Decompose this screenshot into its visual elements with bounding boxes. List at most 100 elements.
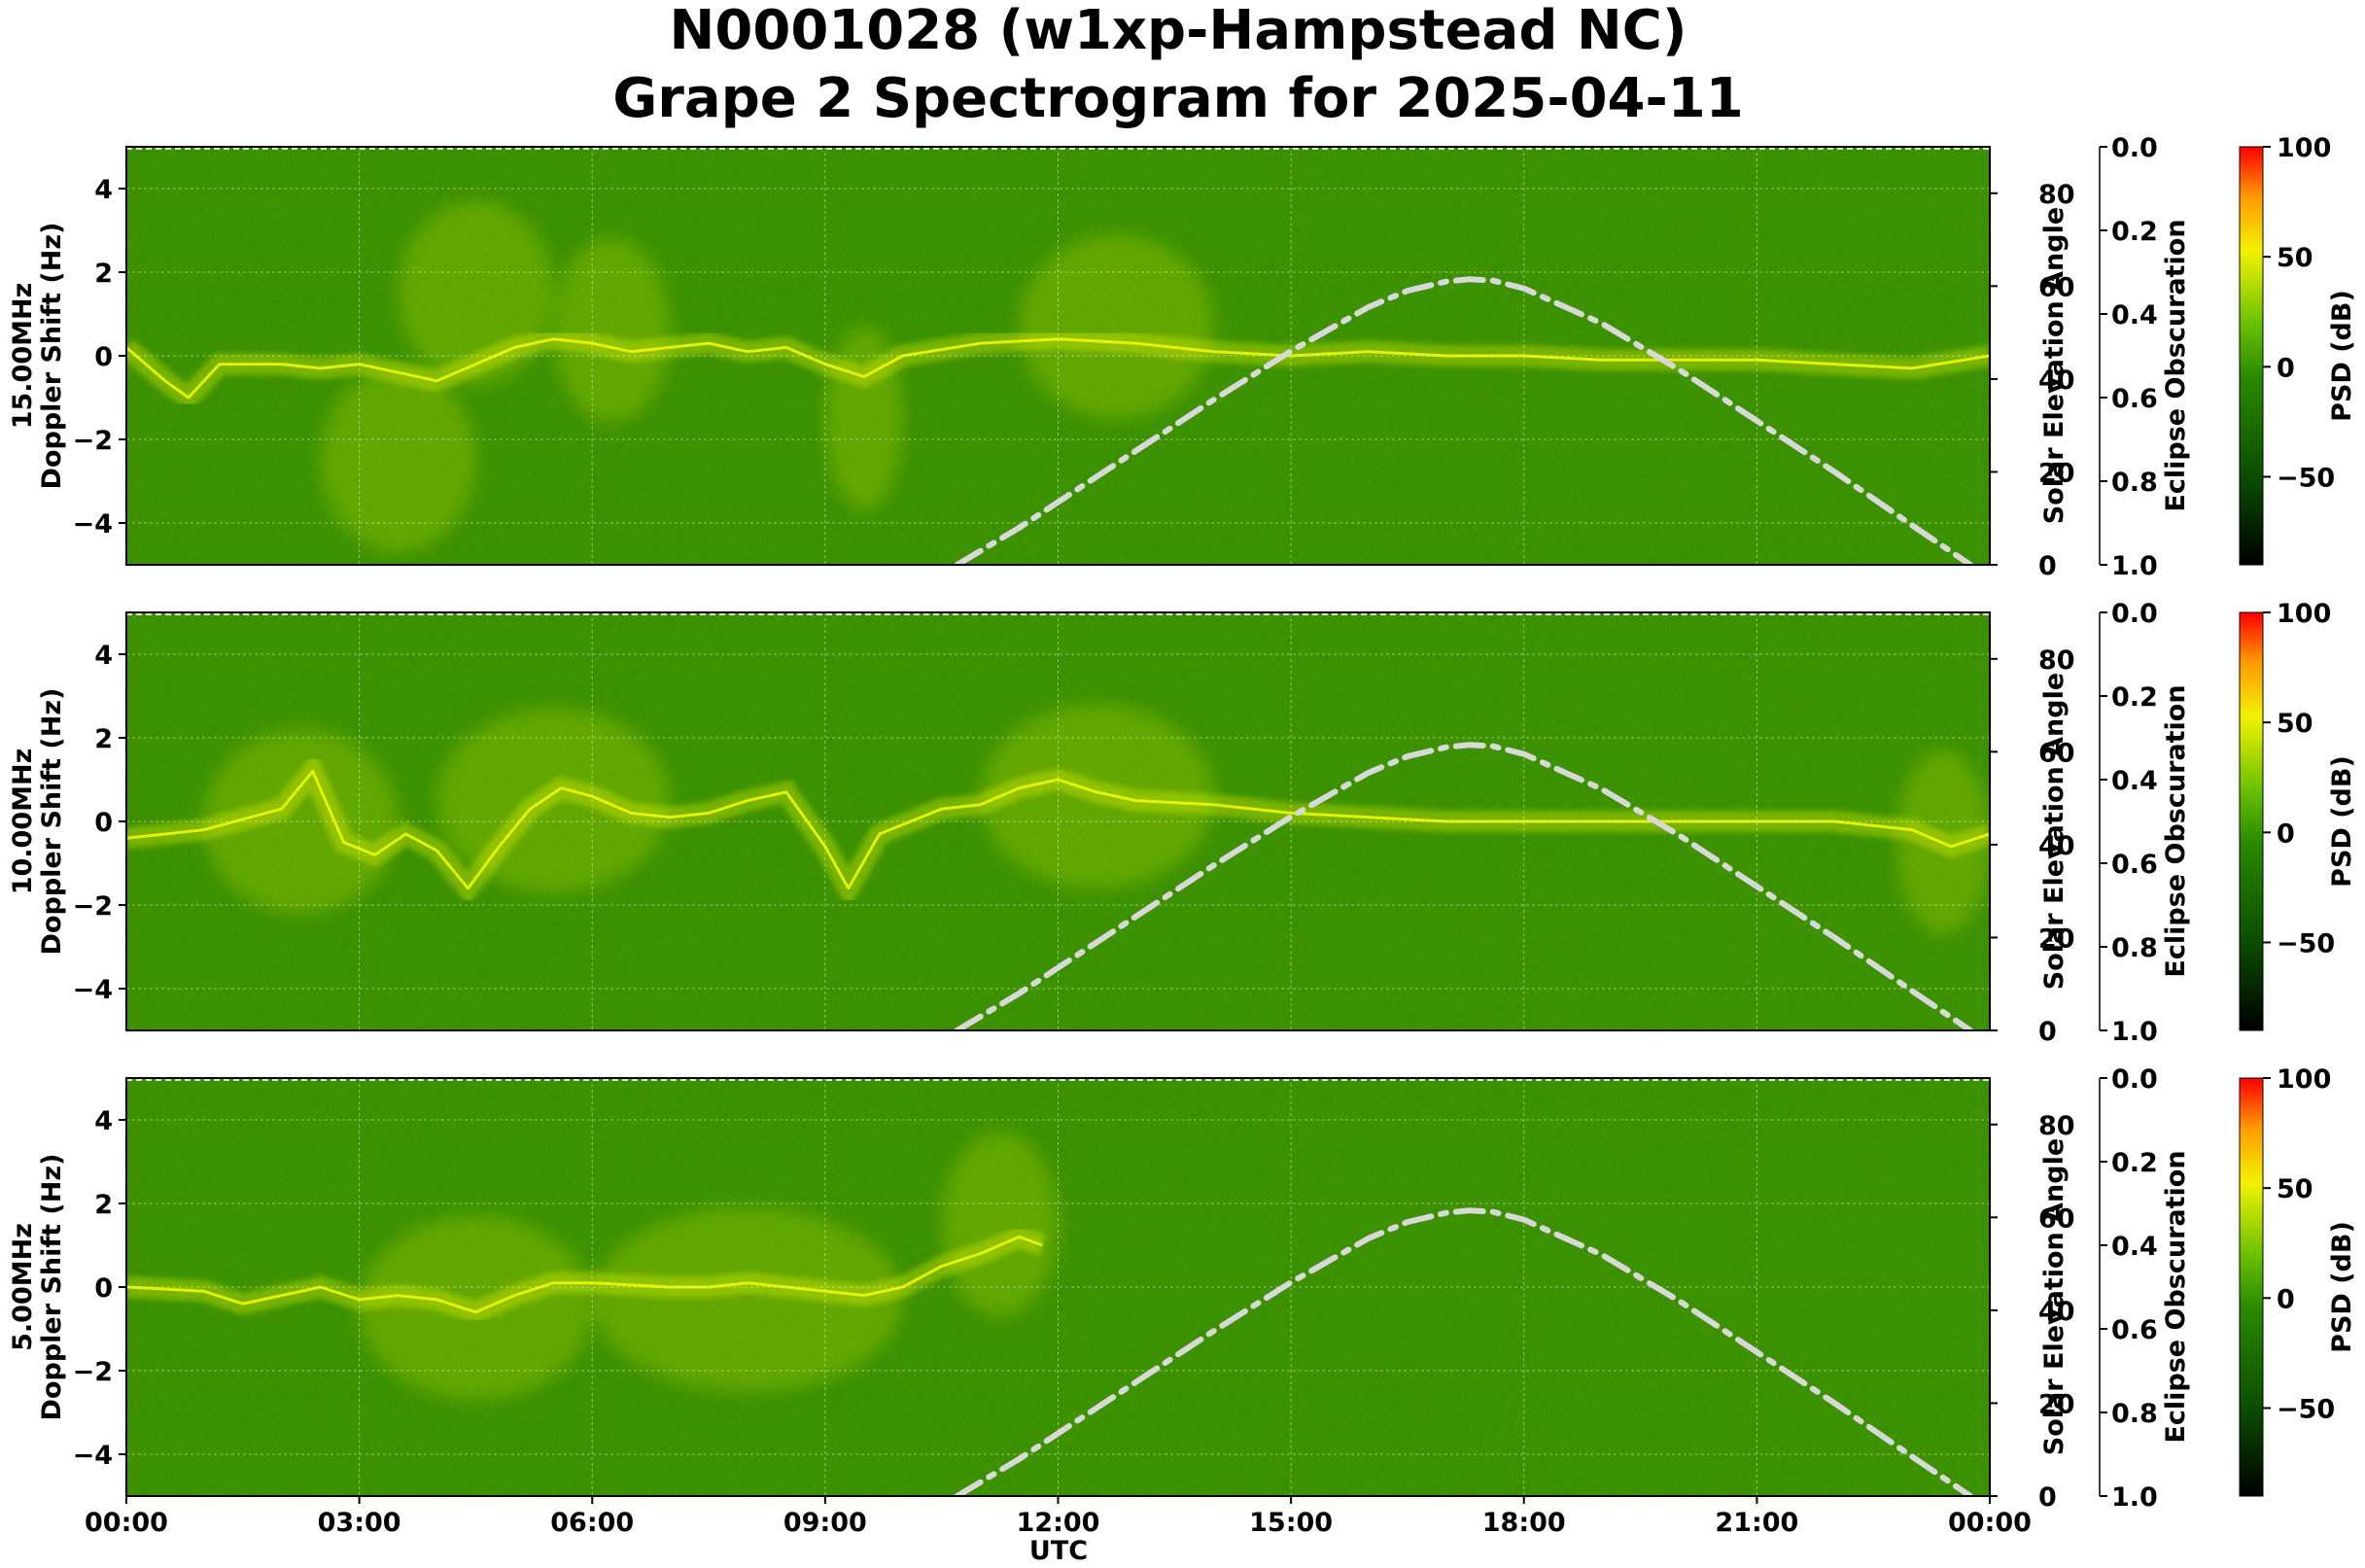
panel-5-00mhz: 420−2−45.00MHz Doppler Shift (Hz)80604020… (8, 1064, 2357, 1538)
y-axis-label-frequency: 10.00MHz (8, 749, 38, 895)
eclipse-tick-label: 1.0 (2111, 1017, 2158, 1047)
colorbar-tick-label: 100 (2277, 1064, 2331, 1095)
eclipse-tick-label: 0.4 (2111, 1232, 2158, 1262)
eclipse-tick-label: 0.2 (2111, 217, 2158, 247)
eclipse-tick-label: 0.6 (2111, 850, 2158, 880)
elevation-tick-label: 20 (2038, 458, 2075, 488)
y-tick-label: 0 (94, 1273, 113, 1304)
elevation-tick-label: 0 (2038, 1017, 2057, 1047)
y-tick-label: 4 (94, 1106, 113, 1136)
elevation-tick-label: 40 (2038, 831, 2075, 861)
carrier-trace (126, 337, 1990, 400)
solar-elevation-curve (954, 276, 1973, 565)
chart-title-line1: N0001028 (w1xp-Hampstead NC) (670, 0, 1687, 62)
scatter-band (1019, 234, 1214, 419)
elevation-tick-label: 40 (2038, 366, 2075, 396)
carrier-trace (126, 769, 1990, 890)
colorbar (2239, 611, 2264, 1031)
chart-title-line2: Grape 2 Spectrogram for 2025-04-11 (612, 67, 1743, 130)
colorbar-label: PSD (dB) (2327, 1221, 2357, 1353)
solar-elevation-curve (954, 1207, 1973, 1496)
y-tick-label: −2 (73, 1357, 113, 1387)
elevation-tick-label: 60 (2038, 738, 2075, 768)
y-axis-label-doppler: Doppler Shift (Hz) (37, 223, 67, 490)
scatter-band (203, 729, 399, 914)
y-tick-label: −2 (73, 426, 113, 456)
eclipse-tick-label: 0.4 (2111, 766, 2158, 796)
elevation-tick-label: 40 (2038, 1297, 2075, 1327)
colorbar-tick-label: 50 (2277, 243, 2313, 273)
colorbar-tick-label: 0 (2277, 1284, 2295, 1314)
y-tick-label: 0 (94, 808, 113, 838)
y-tick-label: 4 (94, 641, 113, 671)
eclipse-tick-label: 1.0 (2111, 551, 2158, 581)
eclipse-obscuration-label: Eclipse Obscuration (2161, 219, 2191, 511)
eclipse-tick-label: 0.8 (2111, 1399, 2158, 1429)
eclipse-tick-label: 0.2 (2111, 1148, 2158, 1178)
eclipse-obscuration-label: Eclipse Obscuration (2161, 1150, 2191, 1443)
elevation-tick-label: 80 (2038, 180, 2075, 210)
colorbar (2239, 146, 2264, 566)
x-tick-label: 18:00 (1482, 1508, 1566, 1538)
colorbar-tick-label: 100 (2277, 599, 2331, 629)
x-tick-label: 12:00 (1017, 1508, 1100, 1538)
colorbar (2239, 1077, 2264, 1497)
colorbar-tick-label: 50 (2277, 709, 2313, 739)
eclipse-tick-label: 0.6 (2111, 384, 2158, 414)
x-tick-label: 00:00 (1948, 1508, 2032, 1538)
x-tick-label: 03:00 (318, 1508, 401, 1538)
colorbar-tick-label: 0 (2277, 819, 2295, 849)
colorbar-label: PSD (dB) (2327, 290, 2357, 422)
elevation-tick-label: 20 (2038, 1389, 2075, 1419)
solar-elevation-label: Solar Elevation Angle (2039, 207, 2069, 524)
scatter-band (320, 367, 476, 553)
y-axis-label-doppler: Doppler Shift (Hz) (37, 688, 67, 956)
eclipse-tick-label: 1.0 (2111, 1482, 2158, 1513)
eclipse-tick-label: 0.2 (2111, 682, 2158, 713)
scatter-band (941, 1132, 1059, 1317)
scatter-band (592, 1207, 903, 1392)
spectrogram-area (126, 147, 1990, 565)
x-tick-label: 21:00 (1715, 1508, 1798, 1538)
solar-elevation-label: Solar Elevation Angle (2039, 1138, 2069, 1455)
x-tick-label: 00:00 (85, 1508, 168, 1538)
eclipse-tick-label: 0.0 (2111, 1064, 2158, 1095)
colorbar-label: PSD (dB) (2327, 755, 2357, 888)
panel-10-00mhz: 420−2−410.00MHz Doppler Shift (Hz)8060402… (8, 599, 2357, 1047)
elevation-tick-label: 0 (2038, 551, 2057, 581)
eclipse-tick-label: 0.4 (2111, 300, 2158, 331)
y-tick-label: 2 (94, 259, 113, 289)
y-tick-label: 0 (94, 342, 113, 372)
x-tick-label: 15:00 (1249, 1508, 1333, 1538)
y-axis-label-frequency: 15.00MHz (8, 283, 38, 430)
x-tick-label: 06:00 (550, 1508, 634, 1538)
elevation-tick-label: 20 (2038, 923, 2075, 954)
colorbar-tick-label: −50 (2277, 1394, 2335, 1424)
eclipse-tick-label: 0.8 (2111, 933, 2158, 963)
eclipse-tick-label: 0.0 (2111, 133, 2158, 163)
colorbar-tick-label: −50 (2277, 928, 2335, 958)
y-tick-label: 2 (94, 724, 113, 754)
colorbar-tick-label: 50 (2277, 1174, 2313, 1204)
y-tick-label: 2 (94, 1190, 113, 1220)
elevation-tick-label: 0 (2038, 1482, 2057, 1513)
y-axis-label-doppler: Doppler Shift (Hz) (37, 1154, 67, 1421)
colorbar-tick-label: 100 (2277, 133, 2331, 163)
y-tick-label: −4 (73, 975, 113, 1005)
eclipse-obscuration-label: Eclipse Obscuration (2161, 684, 2191, 977)
elevation-tick-label: 60 (2038, 1203, 2075, 1234)
colorbar-tick-label: 0 (2277, 353, 2295, 383)
y-axis-label-frequency: 5.00MHz (8, 1223, 38, 1351)
y-tick-label: 4 (94, 175, 113, 205)
solar-elevation-curve (954, 742, 1973, 1030)
y-tick-label: −2 (73, 891, 113, 922)
x-axis-label: UTC (1029, 1536, 1088, 1566)
solar-elevation-label: Solar Elevation Angle (2039, 673, 2069, 990)
eclipse-tick-label: 0.8 (2111, 468, 2158, 498)
x-tick-label: 09:00 (783, 1508, 867, 1538)
y-tick-label: −4 (73, 509, 113, 540)
y-tick-label: −4 (73, 1441, 113, 1471)
elevation-tick-label: 80 (2038, 645, 2075, 676)
spectrogram-area (126, 1078, 1990, 1496)
